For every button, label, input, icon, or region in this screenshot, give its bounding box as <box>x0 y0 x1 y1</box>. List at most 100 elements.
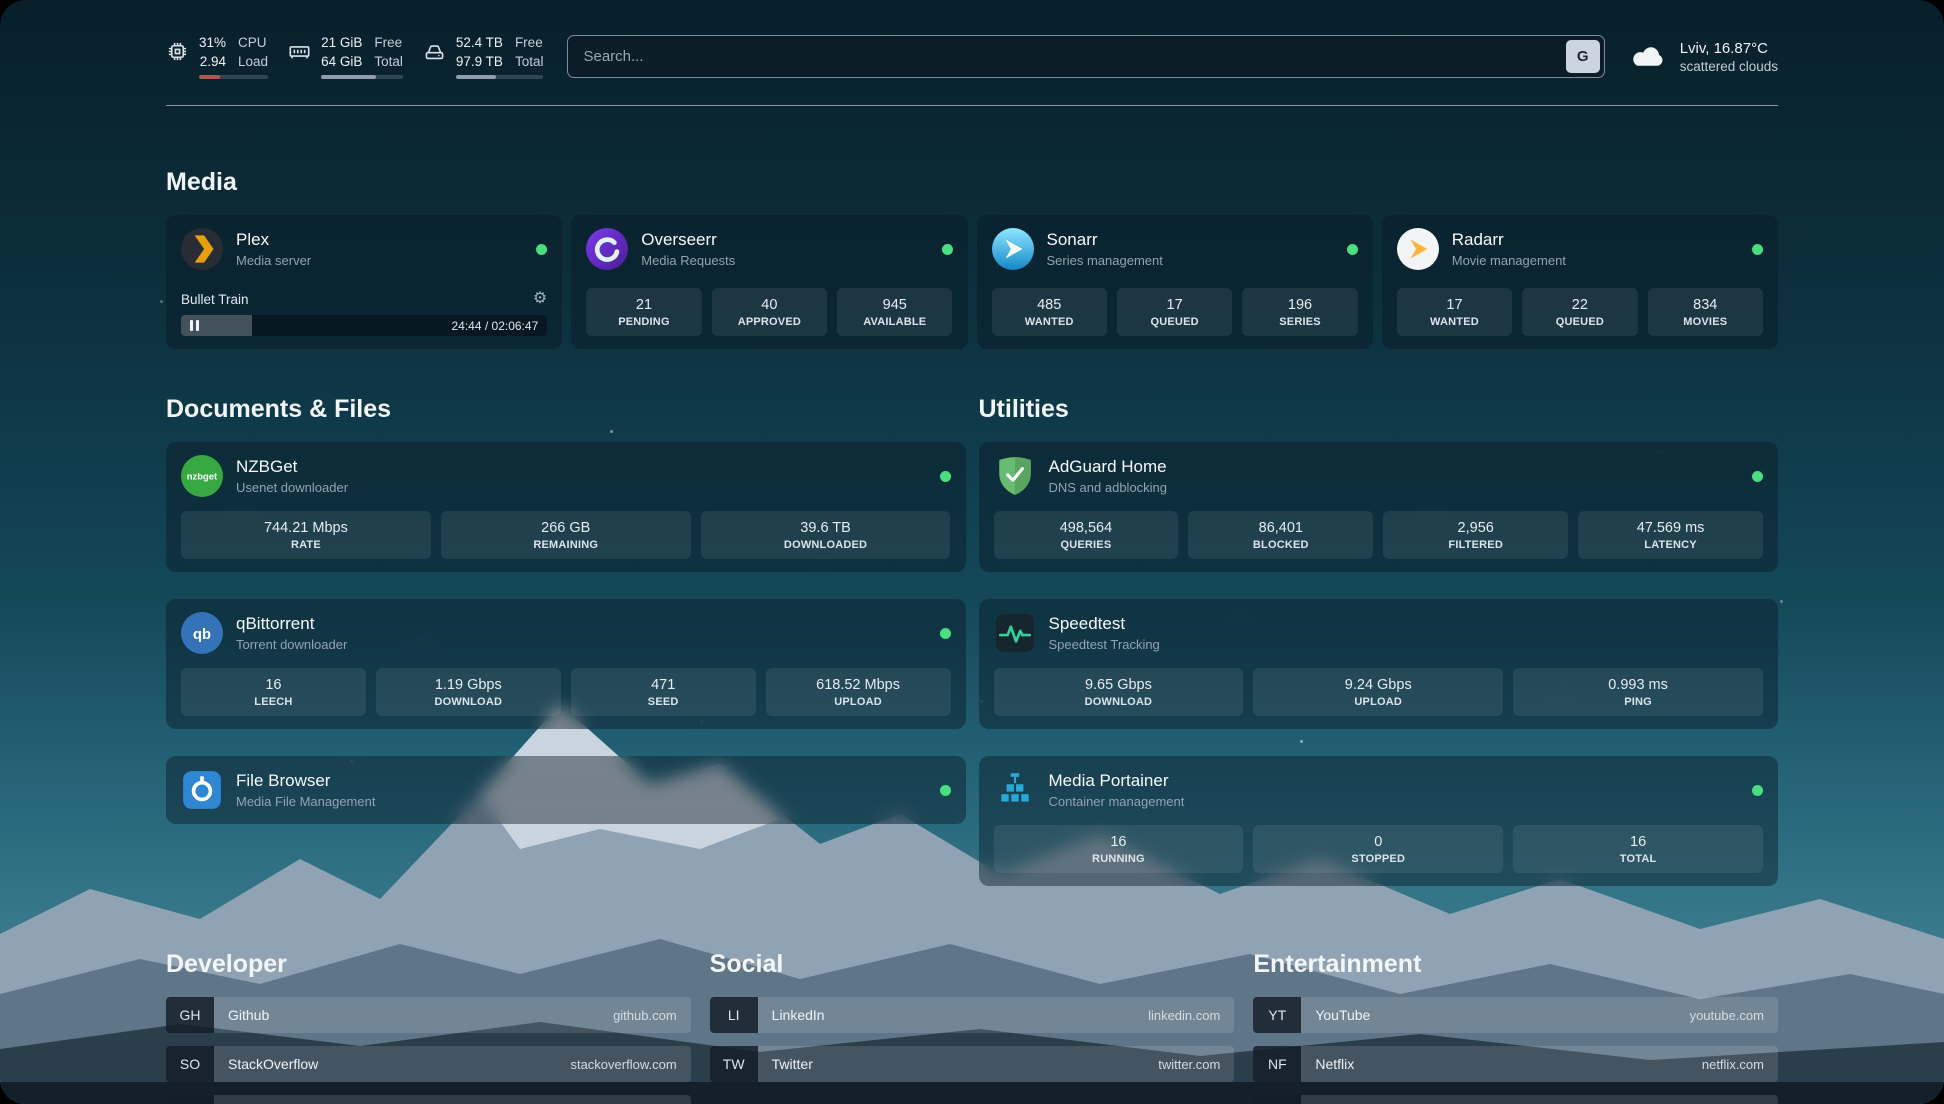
bookmark-stackoverflow[interactable]: SO StackOverflow stackoverflow.com <box>166 1046 691 1083</box>
cpu-usage-value: 31% <box>199 35 227 50</box>
overseerr-icon <box>586 228 629 271</box>
bookmark-name: LinkedIn <box>771 1007 825 1024</box>
service-card-nzbget[interactable]: nzbget NZBGet Usenet downloader 744.21 M… <box>166 442 966 573</box>
bookmark-youtube[interactable]: YT YouTube youtube.com <box>1253 997 1778 1034</box>
service-card-plex[interactable]: Plex Media server Bullet Train ⚙ <box>166 215 563 350</box>
stat-value: 16 <box>1110 834 1127 851</box>
disk-widget: 52.4 TB Free 97.9 TB Total <box>423 34 544 80</box>
stat-downloaded: 39.6 TB DOWNLOADED <box>700 511 951 560</box>
portainer-icon <box>994 769 1036 811</box>
service-card-adguard[interactable]: AdGuard Home DNS and adblocking 498,564 … <box>978 442 1778 573</box>
bookmark-url: linkedin.com <box>1148 1007 1221 1023</box>
service-description: Media File Management <box>236 794 376 810</box>
sonarr-icon <box>991 228 1034 271</box>
service-card-portainer[interactable]: Media Portainer Container management 16 … <box>978 756 1778 887</box>
stat-value: 2,956 <box>1457 520 1494 537</box>
resource-widgets: 31% CPU 2.94 Load 21 GiB <box>166 34 544 80</box>
stat-movies: 834 MOVIES <box>1647 288 1763 337</box>
speedtest-icon <box>994 612 1036 654</box>
stat-label: WANTED <box>1430 316 1479 329</box>
cpu-widget: 31% CPU 2.94 Load <box>166 34 269 80</box>
bookmark-twitter[interactable]: TW Twitter twitter.com <box>709 1046 1235 1083</box>
status-dot <box>939 784 951 796</box>
now-playing-title: Bullet Train <box>181 291 249 307</box>
stat-available: 945 AVAILABLE <box>837 288 953 337</box>
bookmark-abbr: DT <box>166 1095 214 1104</box>
stat-label: RUNNING <box>1092 853 1145 866</box>
disk-icon <box>423 40 446 63</box>
service-description: Series management <box>1046 253 1163 269</box>
status-dot <box>1752 784 1763 796</box>
bookmark-url: github.com <box>613 1007 677 1023</box>
service-description: Torrent downloader <box>236 637 348 653</box>
cpu-load-value: 2.94 <box>199 53 227 69</box>
stat-pending: 21 PENDING <box>586 288 702 337</box>
weather-condition: scattered clouds <box>1679 58 1778 74</box>
gear-icon[interactable]: ⚙ <box>532 290 548 308</box>
bookmark-dev[interactable]: DT DEV dev.to <box>166 1095 691 1104</box>
search-bar: G <box>567 35 1605 79</box>
stat-seed: 471 SEED <box>570 668 756 717</box>
service-description: Usenet downloader <box>236 480 349 496</box>
bookmark-reddit[interactable]: RE Reddit reddit.com <box>1253 1095 1778 1104</box>
section-title-utilities: Utilities <box>978 395 1069 424</box>
stat-wanted: 485 WANTED <box>991 288 1107 337</box>
service-card-speedtest[interactable]: Speedtest Speedtest Tracking 9.65 Gbps D… <box>978 599 1778 730</box>
disk-free-value: 52.4 TB <box>455 35 503 50</box>
stat-label: UPLOAD <box>834 696 882 709</box>
disk-free-label: Free <box>514 35 543 50</box>
service-card-overseerr[interactable]: Overseerr Media Requests 21 PENDING 40 A… <box>571 215 968 350</box>
stat-value: 0.993 ms <box>1608 677 1668 694</box>
status-dot <box>939 470 951 482</box>
stat-value: 485 <box>1037 297 1062 314</box>
section-title-documents: Documents & Files <box>166 395 392 424</box>
service-card-sonarr[interactable]: Sonarr Series management 485 WANTED 17 Q… <box>976 215 1373 350</box>
service-description: Media Requests <box>641 253 736 269</box>
bookmark-github[interactable]: GH Github github.com <box>166 997 691 1034</box>
stat-total: 16 TOTAL <box>1513 825 1763 874</box>
search-input[interactable] <box>567 35 1605 79</box>
bookmark-name: Twitter <box>771 1056 813 1073</box>
bookmark-url: stackoverflow.com <box>570 1056 677 1072</box>
stat-label: AVAILABLE <box>863 316 927 329</box>
service-card-qbittorrent[interactable]: qb qBittorrent Torrent downloader 16 LEE… <box>166 599 966 730</box>
stat-value: 744.21 Mbps <box>263 520 348 537</box>
bookmark-linkedin[interactable]: LI LinkedIn linkedin.com <box>709 997 1235 1034</box>
stat-label: SERIES <box>1279 316 1321 329</box>
stat-value: 266 GB <box>541 520 591 537</box>
search-provider-button[interactable]: G <box>1565 40 1600 74</box>
stat-value: 39.6 TB <box>800 520 851 537</box>
status-dot <box>536 243 548 255</box>
status-dot <box>941 243 953 255</box>
stat-label: DOWNLOAD <box>1084 696 1153 709</box>
bookmark-netflix[interactable]: NF Netflix netflix.com <box>1253 1046 1778 1083</box>
stat-label: PING <box>1624 696 1652 709</box>
disk-usage-bar <box>455 75 544 80</box>
bookmark-url: dev.to <box>642 1095 690 1104</box>
pause-icon[interactable] <box>190 320 199 332</box>
memory-total-value: 64 GiB <box>321 53 363 69</box>
stat-label: WANTED <box>1024 316 1074 329</box>
service-name: AdGuard Home <box>1048 457 1167 477</box>
stat-label: REMAINING <box>533 539 599 552</box>
service-card-radarr[interactable]: Radarr Movie management 17 WANTED 22 QUE… <box>1381 215 1778 350</box>
playback-progress-bar[interactable]: 24:44 / 02:06:47 <box>181 315 548 337</box>
plex-icon <box>181 228 223 271</box>
bookmark-abbr: SO <box>166 1046 214 1083</box>
stat-upload: 9.24 Gbps UPLOAD <box>1253 668 1504 717</box>
stat-latency: 47.569 ms LATENCY <box>1578 511 1763 560</box>
section-title-developer: Developer <box>166 950 287 979</box>
stat-blocked: 86,401 BLOCKED <box>1188 511 1374 560</box>
stat-label: APPROVED <box>737 316 802 329</box>
section-media: Media Plex Media server <box>166 168 1778 350</box>
stat-label: STOPPED <box>1351 853 1406 866</box>
cloud-icon <box>1629 43 1667 71</box>
disk-total-value: 97.9 TB <box>455 53 503 69</box>
service-name: Radarr <box>1451 230 1504 250</box>
adguard-icon <box>994 455 1036 497</box>
stat-value: 834 <box>1693 297 1718 314</box>
topbar-divider <box>166 105 1778 107</box>
stat-leech: 16 LEECH <box>181 668 366 717</box>
service-card-filebrowser[interactable]: File Browser Media File Management <box>166 756 966 825</box>
section-utilities: Utilities AdGuard Home DNS and adblockin… <box>978 395 1778 887</box>
